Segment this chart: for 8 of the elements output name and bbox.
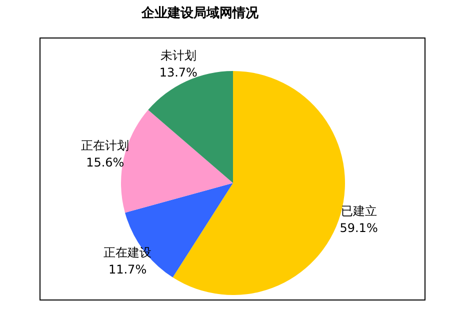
slice-label: 未计划 [160,48,196,62]
data-label: 59.1% [340,221,378,236]
slice-label: 正在计划 [81,138,130,153]
slice-label: 已建立 [340,204,377,218]
chart-title: 企业建设局域网情况 [140,6,260,21]
data-label: 15.6% [86,156,124,170]
data-label: 13.7% [159,65,198,80]
data-label: 11.7% [108,262,147,276]
